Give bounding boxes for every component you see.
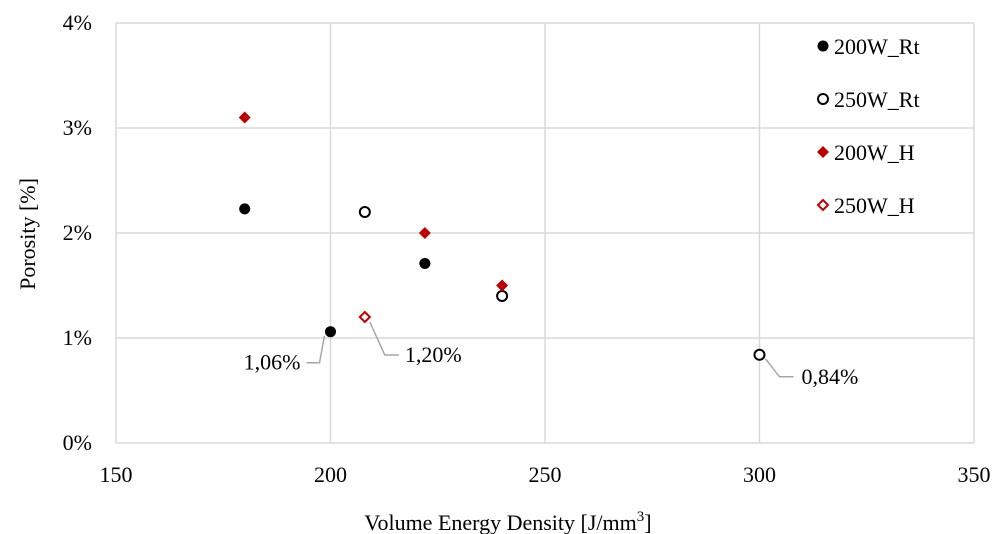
axes: 150 200 250 300 350 0% 1% 2% 3% 4%	[63, 10, 991, 487]
data-points	[238, 111, 766, 361]
x-axis-title-suffix: ]	[644, 510, 651, 534]
point-200w-rt	[239, 203, 251, 215]
x-tick-label: 150	[100, 462, 133, 487]
legend: 200W_Rt 250W_Rt 200W_H 250W_H	[816, 34, 920, 218]
annotations: 1,06% 1,20% 0,84%	[244, 342, 859, 389]
legend-label: 200W_Rt	[834, 34, 920, 59]
annotation-leader	[369, 321, 399, 356]
point-250w-h	[358, 310, 372, 324]
x-axis-title: Volume Energy Density [J/mm3]	[364, 509, 651, 534]
y-tick-label: 2%	[63, 220, 92, 245]
y-tick-label: 4%	[63, 10, 92, 35]
point-250w-rt	[496, 290, 509, 302]
annotation-leaders	[306, 321, 794, 378]
point-250w-rt	[753, 348, 766, 361]
annotation-label: 1,06%	[244, 350, 301, 375]
point-200w-h	[496, 279, 509, 292]
y-tick-label: 1%	[63, 325, 92, 350]
annotation-leader	[306, 335, 326, 364]
legend-label: 200W_H	[834, 140, 915, 165]
legend-marker	[817, 146, 829, 158]
annotation-label: 1,20%	[405, 342, 462, 367]
x-tick-label: 250	[529, 462, 562, 487]
annotation-label: 0,84%	[802, 364, 859, 389]
legend-label: 250W_H	[834, 193, 915, 218]
point-200w-rt	[419, 257, 431, 269]
gridlines	[115, 22, 975, 444]
x-tick-label: 300	[743, 462, 776, 487]
y-axis-title: Porosity [%]	[15, 178, 40, 290]
point-200w-h	[418, 227, 431, 239]
legend-marker	[817, 40, 829, 52]
x-axis-title-superscript: 3	[637, 509, 645, 525]
point-250w-rt	[358, 206, 371, 218]
point-200w-rt	[325, 326, 336, 338]
y-tick-label: 3%	[63, 115, 92, 140]
legend-label: 250W_Rt	[834, 87, 920, 112]
x-tick-label: 200	[314, 462, 347, 487]
legend-marker	[817, 93, 829, 105]
legend-marker	[816, 198, 830, 212]
x-axis-title-main: Volume Energy Density [J/mm	[364, 510, 636, 534]
y-tick-label: 0%	[63, 430, 92, 455]
annotation-leader	[764, 358, 794, 378]
point-200w-h	[238, 111, 251, 124]
x-tick-label: 350	[958, 462, 991, 487]
